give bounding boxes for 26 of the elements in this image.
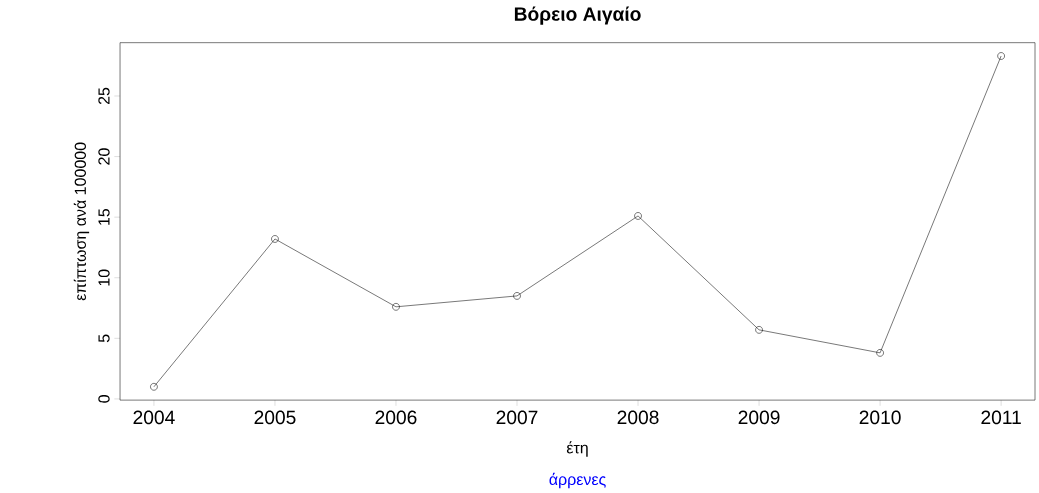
x-tick-label: 2007	[496, 410, 538, 425]
chart-title: Βόρειο Αιγαίο	[514, 6, 641, 25]
x-tick-label: 2010	[859, 410, 901, 425]
y-tick-label: 25	[98, 87, 110, 105]
x-axis-title: έτη	[566, 441, 588, 457]
y-tick-label: 0	[98, 395, 110, 403]
x-tick-label: 2008	[617, 410, 659, 425]
x-tick-label: 2006	[375, 410, 417, 425]
y-axis-title: επίπτωση ανά 100000	[73, 142, 90, 301]
point	[876, 349, 884, 357]
text: άρρενες	[549, 473, 606, 489]
point	[513, 292, 521, 300]
x-tick-label: 2011	[981, 410, 1021, 425]
point	[634, 212, 642, 220]
y-tick-label: 10	[98, 269, 110, 286]
point	[392, 303, 400, 311]
x-tick-label: 2009	[738, 410, 780, 425]
point	[997, 52, 1005, 60]
x-tick-label: 2005	[254, 410, 296, 425]
x-tick-label: 2004	[133, 410, 175, 425]
point	[150, 383, 158, 391]
point	[271, 235, 279, 243]
point	[755, 326, 763, 334]
y-tick-label: 20	[98, 148, 110, 165]
y-tick-label: 15	[98, 209, 110, 225]
y-tick-label: 5	[98, 334, 110, 343]
